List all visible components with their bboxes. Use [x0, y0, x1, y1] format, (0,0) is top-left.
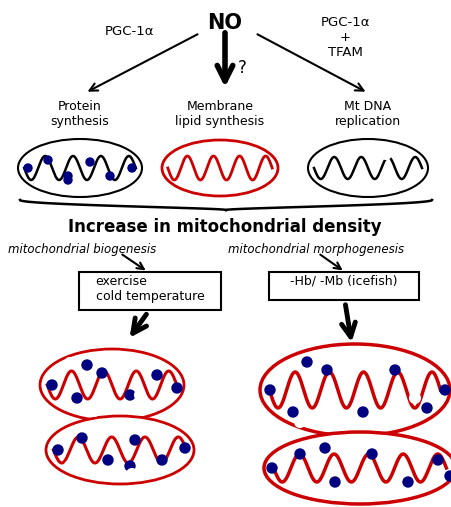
Circle shape — [433, 455, 443, 465]
Circle shape — [403, 477, 413, 487]
Text: exercise
cold temperature: exercise cold temperature — [96, 275, 204, 303]
Circle shape — [302, 357, 312, 367]
Circle shape — [172, 383, 182, 393]
Circle shape — [365, 487, 375, 497]
Text: Membrane
lipid synthesis: Membrane lipid synthesis — [175, 100, 265, 128]
Circle shape — [367, 449, 377, 459]
Circle shape — [65, 358, 75, 368]
Circle shape — [127, 469, 137, 479]
Circle shape — [130, 435, 140, 445]
Circle shape — [180, 443, 190, 453]
Circle shape — [72, 393, 82, 403]
Text: Mt DNA
replication: Mt DNA replication — [335, 100, 401, 128]
Circle shape — [65, 461, 75, 471]
Circle shape — [44, 156, 52, 164]
Circle shape — [125, 390, 135, 400]
Circle shape — [77, 433, 87, 443]
Text: mitochondrial biogenesis: mitochondrial biogenesis — [8, 243, 156, 256]
Circle shape — [358, 407, 368, 417]
Text: PGC-1α: PGC-1α — [105, 25, 155, 38]
Circle shape — [407, 445, 417, 455]
Circle shape — [86, 158, 94, 166]
Text: Protein
synthesis: Protein synthesis — [51, 100, 110, 128]
Text: -Hb/ -Mb (icefish): -Hb/ -Mb (icefish) — [290, 275, 398, 288]
Circle shape — [83, 467, 93, 477]
Ellipse shape — [18, 139, 142, 197]
Circle shape — [64, 176, 72, 184]
Ellipse shape — [308, 139, 428, 197]
Ellipse shape — [162, 140, 278, 196]
Circle shape — [445, 471, 451, 481]
Circle shape — [106, 172, 114, 180]
Circle shape — [64, 172, 72, 180]
Circle shape — [320, 443, 330, 453]
Circle shape — [440, 385, 450, 395]
Circle shape — [267, 463, 277, 473]
Circle shape — [348, 145, 358, 155]
Circle shape — [53, 445, 63, 455]
Ellipse shape — [264, 432, 451, 504]
Text: PGC-1α
+
TFAM: PGC-1α + TFAM — [320, 16, 370, 59]
Circle shape — [47, 380, 57, 390]
Circle shape — [375, 353, 385, 363]
Circle shape — [381, 149, 391, 159]
Text: Increase in mitochondrial density: Increase in mitochondrial density — [68, 218, 382, 236]
Circle shape — [422, 403, 432, 413]
Circle shape — [97, 368, 107, 378]
Circle shape — [125, 461, 135, 471]
Circle shape — [265, 385, 275, 395]
Text: ?: ? — [238, 59, 247, 77]
Ellipse shape — [46, 416, 194, 484]
Circle shape — [89, 406, 99, 416]
Circle shape — [310, 485, 320, 495]
Circle shape — [82, 360, 92, 370]
Circle shape — [153, 429, 163, 439]
Circle shape — [358, 183, 368, 193]
Text: mitochondrial morphogenesis: mitochondrial morphogenesis — [228, 243, 404, 256]
Ellipse shape — [260, 344, 450, 436]
Circle shape — [410, 393, 420, 403]
Circle shape — [24, 164, 32, 172]
Circle shape — [135, 390, 145, 400]
Circle shape — [102, 356, 112, 366]
FancyBboxPatch shape — [79, 272, 221, 310]
Circle shape — [330, 477, 340, 487]
Circle shape — [295, 449, 305, 459]
Circle shape — [128, 164, 136, 172]
Circle shape — [295, 417, 305, 427]
Circle shape — [288, 407, 298, 417]
Circle shape — [322, 365, 332, 375]
Circle shape — [103, 455, 113, 465]
Circle shape — [390, 365, 400, 375]
Circle shape — [157, 455, 167, 465]
Circle shape — [152, 370, 162, 380]
Circle shape — [381, 171, 391, 181]
Circle shape — [355, 435, 365, 445]
FancyBboxPatch shape — [269, 272, 419, 300]
Ellipse shape — [40, 349, 184, 421]
Circle shape — [335, 350, 345, 360]
Text: NO: NO — [207, 13, 243, 33]
